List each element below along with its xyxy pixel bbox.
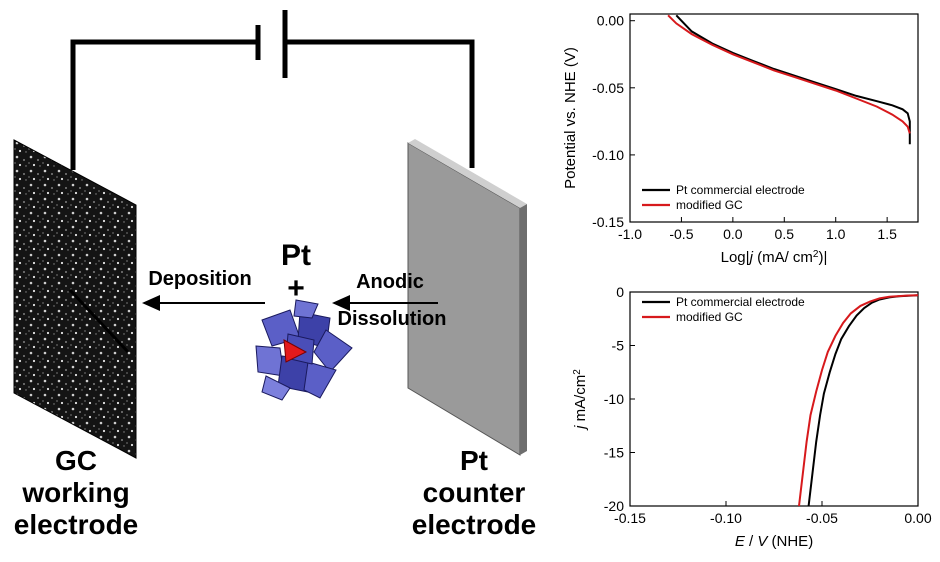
y-tick-label: -15 — [604, 445, 624, 461]
x-axis-label: Log|j (mA/ cm2)| — [721, 249, 828, 267]
x-tick-label: -0.15 — [614, 510, 646, 526]
x-tick-label: -0.5 — [669, 226, 693, 242]
legend-entry: Pt commercial electrode — [676, 295, 805, 309]
pt-electrode-plate — [407, 139, 527, 456]
pt-label-line2: counter — [423, 477, 526, 508]
x-axis-label: E / V (NHE) — [735, 533, 813, 550]
legend-entry: Pt commercial electrode — [676, 183, 805, 197]
plot-frame — [629, 13, 919, 223]
series-line — [798, 294, 919, 507]
legend-entry: modified GC — [676, 310, 743, 324]
polarization-chart: -0.15 -0.10 -0.05 0.00 0 -5 -10 -15 -20 E / V (NH… — [572, 284, 932, 550]
polyoxometalate-cluster-icon — [255, 299, 353, 401]
dissolution-label-line2: Dissolution — [338, 308, 447, 330]
y-tick-label: -0.15 — [592, 214, 624, 230]
gc-label-line2: working — [21, 477, 129, 508]
y-tick-label: -0.10 — [592, 147, 624, 163]
y-tick-label: 0 — [616, 284, 624, 300]
series-line — [807, 294, 919, 507]
y-axis-label: j mA/cm2 — [572, 369, 590, 431]
y-tick-label: -0.05 — [592, 80, 624, 96]
x-tick-label: -0.10 — [710, 510, 742, 526]
x-tick-label: -0.05 — [806, 510, 838, 526]
center-plus-label: + — [287, 272, 305, 305]
gc-label-line3: electrode — [14, 509, 139, 540]
center-pt-label: Pt — [281, 239, 311, 272]
plot-frame — [629, 291, 919, 507]
series-line — [667, 14, 911, 134]
y-tick-label: -5 — [612, 338, 625, 354]
x-tick-label: 0.5 — [775, 226, 795, 242]
x-tick-label: -1.0 — [618, 226, 642, 242]
schematic-labels: GC working electrode Pt counter electrod… — [14, 239, 537, 540]
gc-electrode-plate — [13, 139, 137, 459]
y-tick-label: -10 — [604, 391, 624, 407]
pt-label-line3: electrode — [412, 509, 537, 540]
battery-symbol — [255, 10, 288, 78]
series-line — [675, 14, 911, 145]
y-axis-label: Potential vs. NHE (V) — [562, 47, 579, 189]
gc-electrode-scratch — [68, 288, 130, 354]
x-tick-label: 0.00 — [904, 510, 931, 526]
legend-entry: modified GC — [676, 198, 743, 212]
deposition-label: Deposition — [148, 268, 251, 290]
y-tick-label: 0.00 — [597, 13, 624, 29]
y-tick-label: -20 — [604, 498, 624, 514]
x-tick-label: 1.5 — [877, 226, 897, 242]
x-tick-label: 0.0 — [723, 226, 743, 242]
circuit-wires — [70, 39, 475, 170]
pt-label-line1: Pt — [460, 445, 488, 476]
gc-label-line1: GC — [55, 445, 97, 476]
dissolution-label-line1: Anodic — [356, 271, 424, 293]
x-tick-label: 1.0 — [826, 226, 846, 242]
tafel-chart: -1.0 -0.5 0.0 0.5 1.0 1.5 0.00 -0.05 -0.10 -0.15 L… — [562, 13, 919, 267]
